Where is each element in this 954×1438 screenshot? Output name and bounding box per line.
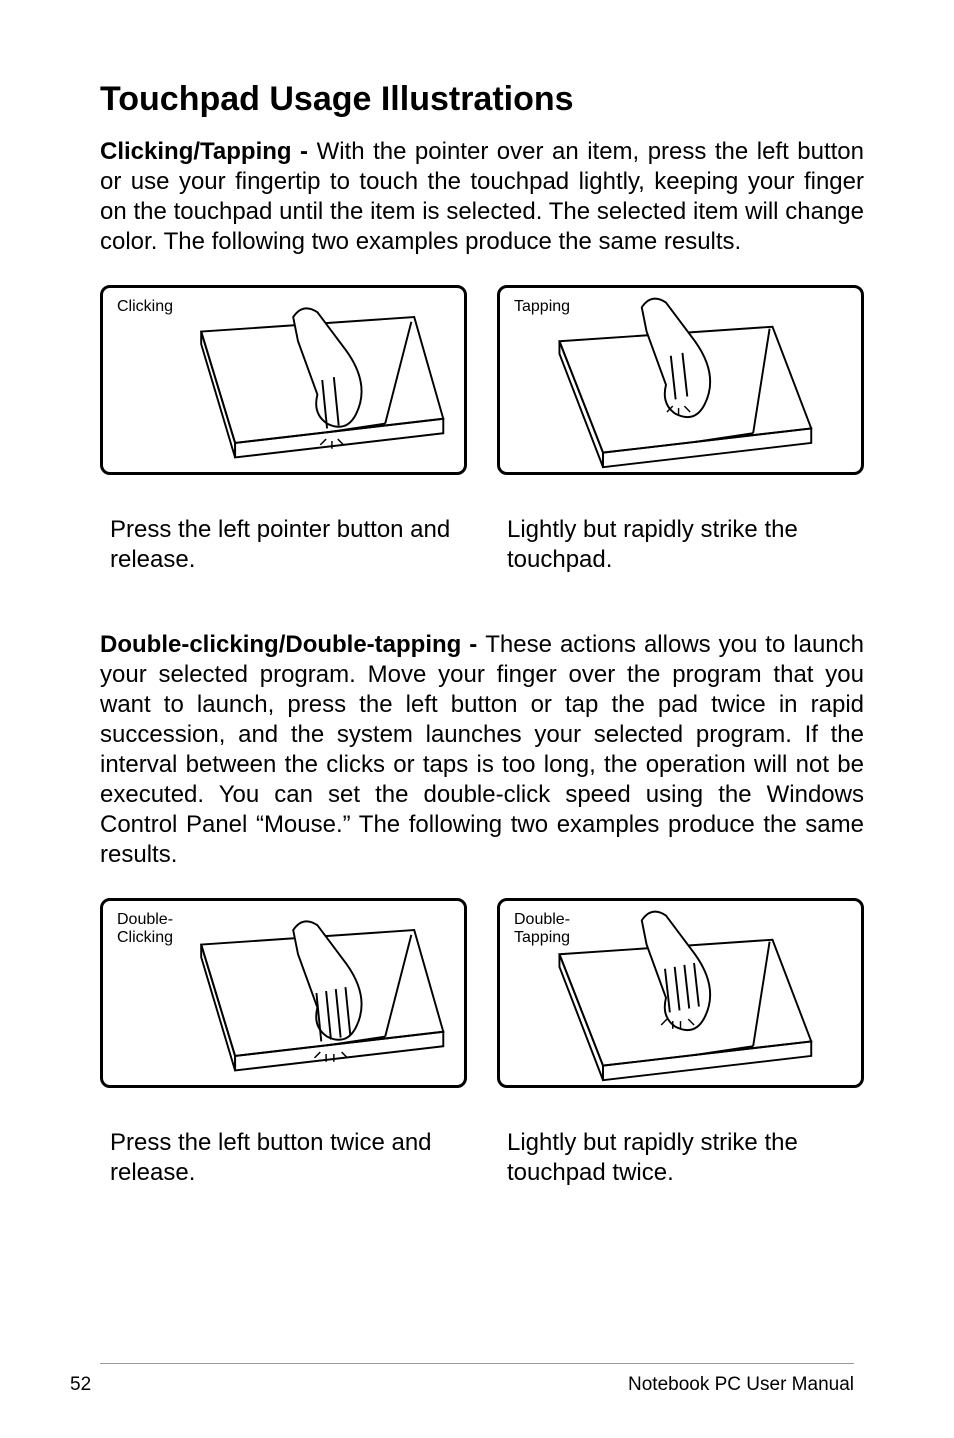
caption-row-1: Press the left pointer button and releas… — [100, 515, 864, 575]
page-footer: 52 Notebook PC User Manual — [0, 1363, 954, 1396]
footer-text: Notebook PC User Manual — [628, 1374, 854, 1396]
caption-tapping: Lightly but rapidly strike the touchpad. — [497, 515, 864, 575]
para1-bold: Clicking/Tapping - — [100, 138, 317, 165]
illustration-doubleclicking: Double- Clicking — [100, 898, 467, 1088]
touchpad-clicking-icon — [103, 288, 464, 472]
illustration-row-2: Double- Clicking — [100, 898, 864, 1088]
para2-rest: These actions allows you to launch your … — [100, 631, 864, 868]
paragraph-doubleclicking: Double-clicking/Double-tapping - These a… — [100, 630, 864, 870]
touchpad-tapping-icon — [500, 288, 861, 472]
illustration-clicking: Clicking — [100, 285, 467, 475]
caption-doubletapping: Lightly but rapidly strike the touchpad … — [497, 1128, 864, 1188]
caption-doubleclicking: Press the left button twice and release. — [100, 1128, 467, 1188]
touchpad-doubletapping-icon — [500, 901, 861, 1085]
caption-clicking: Press the left pointer button and releas… — [100, 515, 467, 575]
page-title: Touchpad Usage Illustrations — [100, 80, 864, 119]
caption-row-2: Press the left button twice and release.… — [100, 1128, 864, 1188]
para2-bold: Double-clicking/Double-tapping - — [100, 631, 485, 658]
touchpad-doubleclicking-icon — [103, 901, 464, 1085]
illustration-row-1: Clicking — [100, 285, 864, 475]
paragraph-clicking: Clicking/Tapping - With the pointer over… — [100, 137, 864, 257]
illustration-doubletapping: Double- Tapping — [497, 898, 864, 1088]
illustration-tapping: Tapping — [497, 285, 864, 475]
page-number: 52 — [70, 1374, 91, 1396]
footer-divider — [100, 1363, 854, 1364]
